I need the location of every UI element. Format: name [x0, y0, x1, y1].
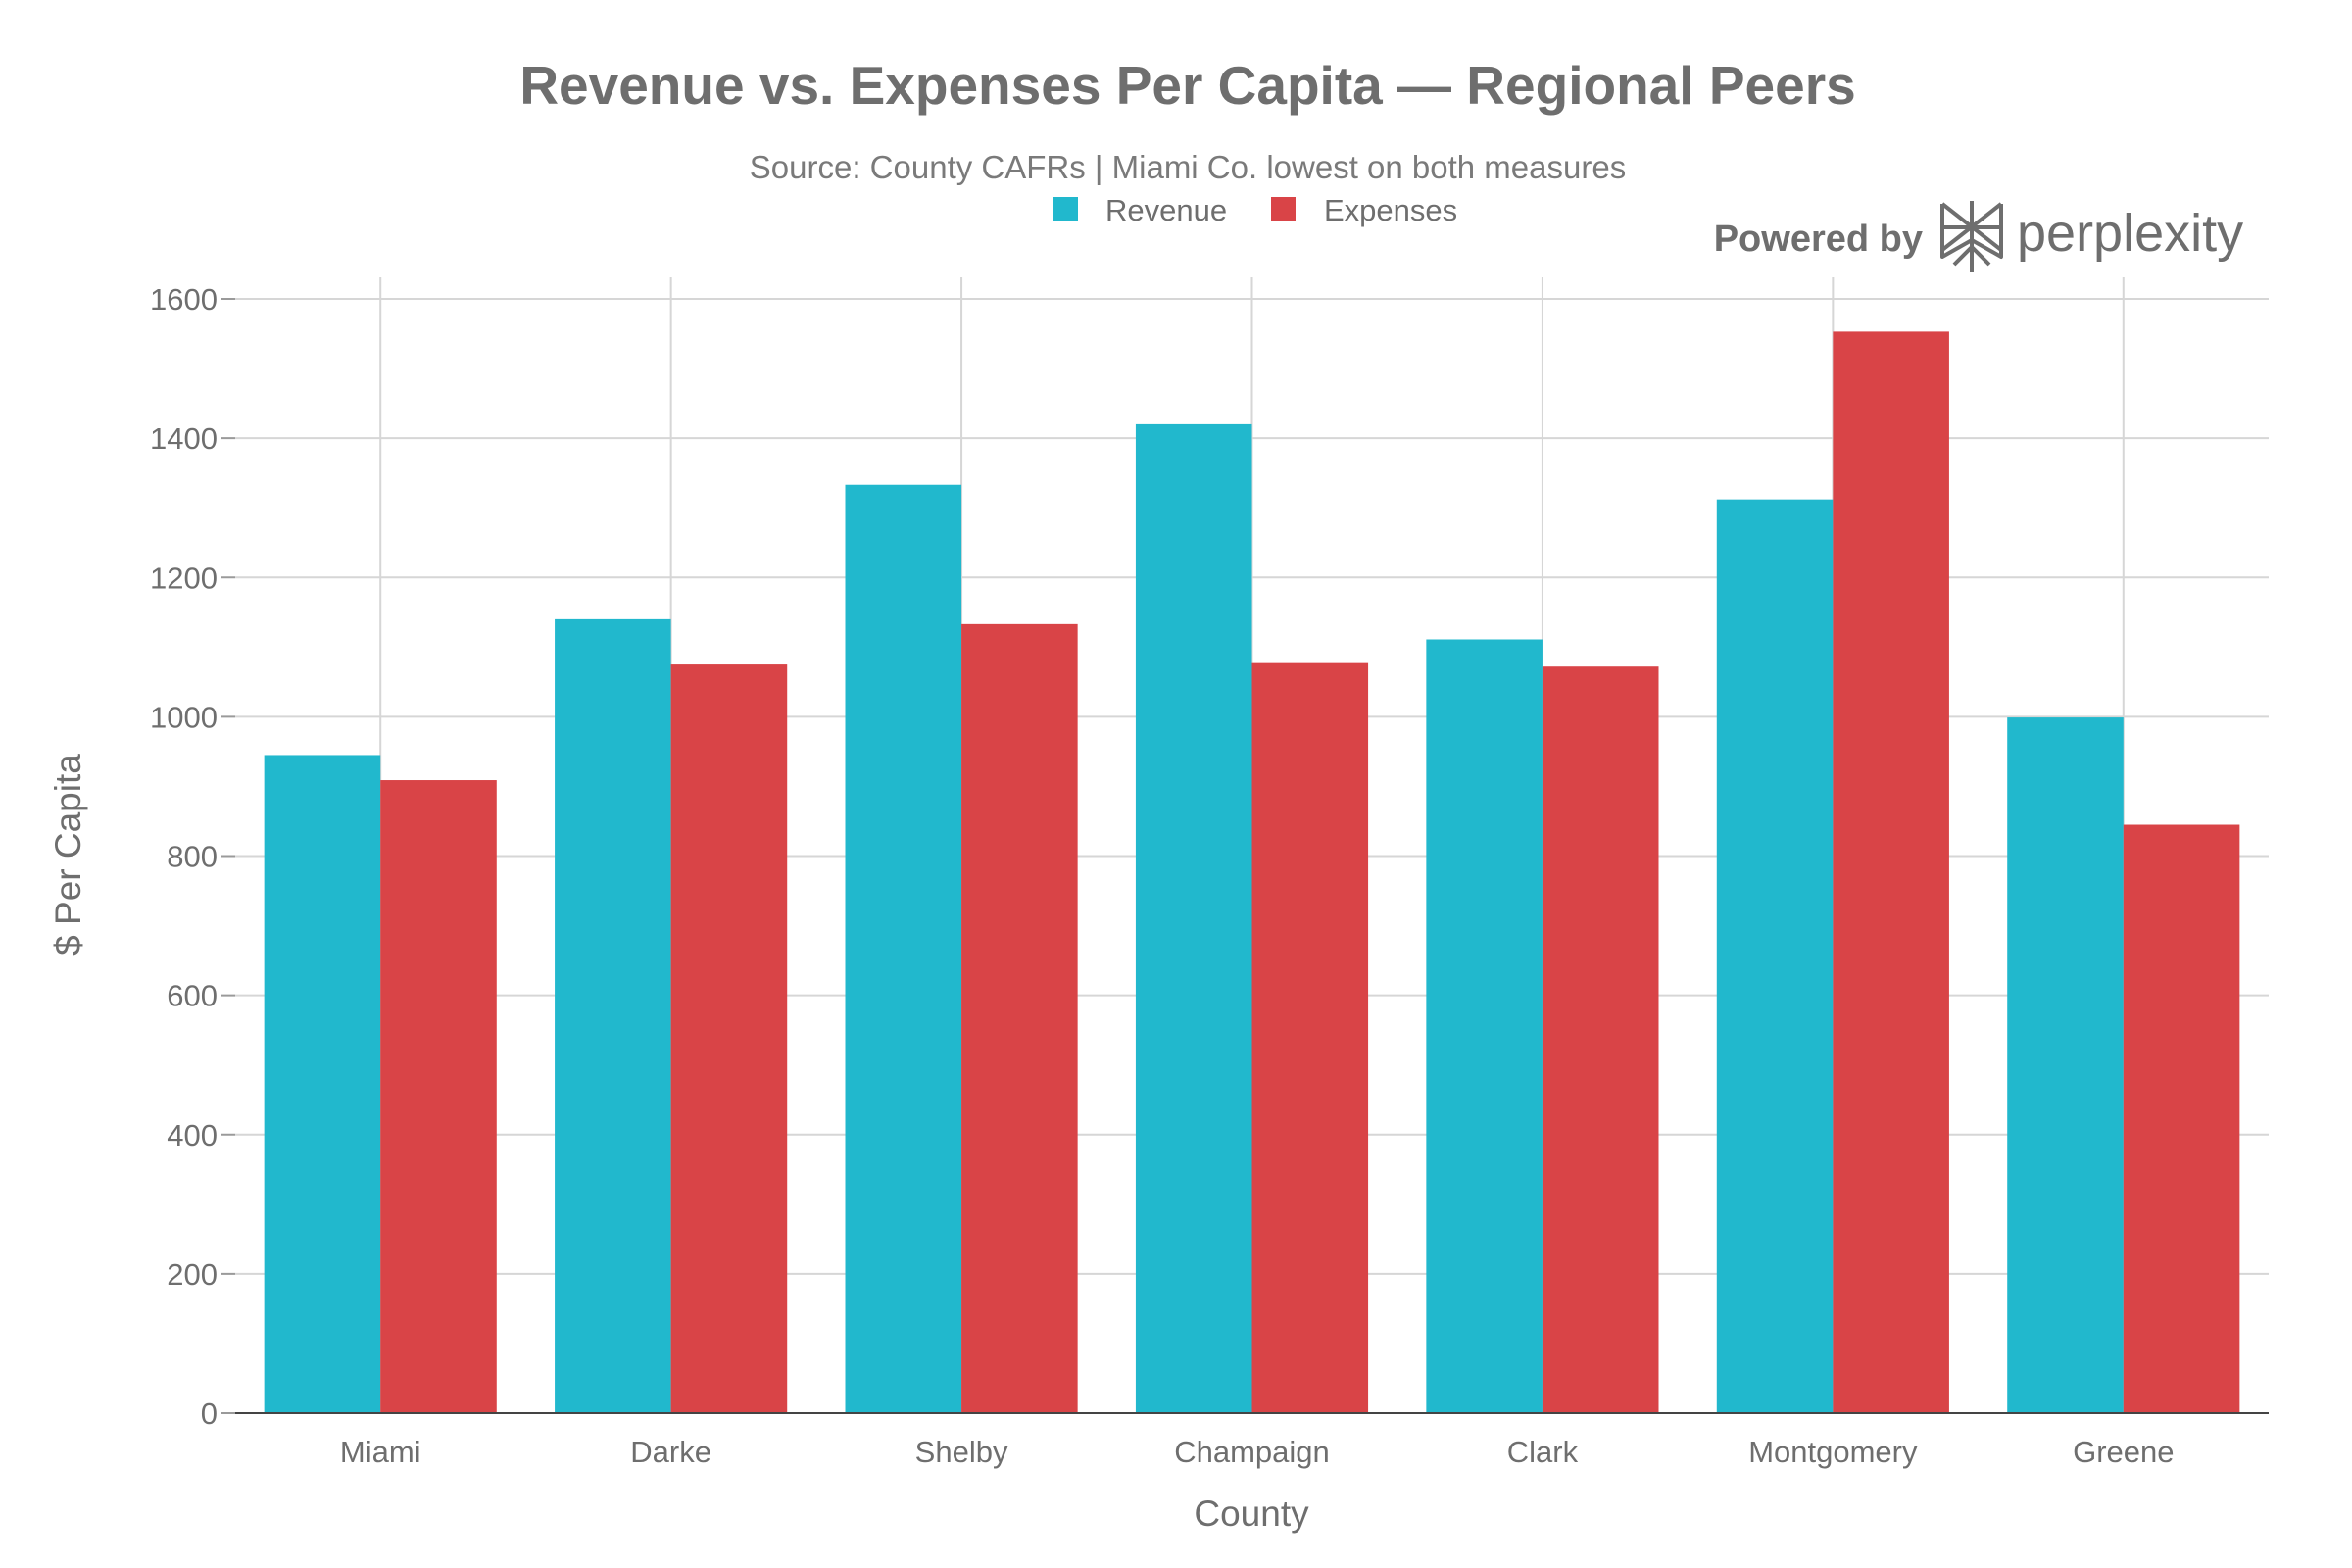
bar-expenses-shelby	[961, 623, 1078, 1413]
x-axis-title: County	[1194, 1494, 1309, 1534]
legend-label-expenses: Expenses	[1324, 193, 1457, 227]
x-tick-label-montgomery: Montgomery	[1748, 1435, 1918, 1469]
powered-by-label: Powered by	[1714, 219, 1923, 260]
x-tick-label-greene: Greene	[2073, 1435, 2174, 1469]
y-axis-title: $ Per Capita	[48, 754, 88, 956]
bar-expenses-greene	[2123, 824, 2240, 1413]
bar-revenue-miami	[264, 755, 381, 1413]
legend-label-revenue: Revenue	[1105, 193, 1227, 227]
y-axis-ticks: 0 200 400 600 800 1000 1200 1400 1600	[150, 282, 235, 1431]
bar-revenue-shelby	[845, 484, 962, 1413]
y-tick-label-400: 400	[167, 1118, 218, 1152]
bars	[264, 331, 2240, 1414]
legend-swatch-revenue	[1054, 197, 1078, 221]
bar-expenses-miami	[380, 780, 497, 1413]
x-tick-label-miami: Miami	[340, 1435, 421, 1469]
bar-expenses-montgomery	[1833, 331, 1949, 1413]
perplexity-wordmark: perplexity	[2017, 204, 2243, 263]
bar-expenses-darke	[670, 664, 788, 1413]
powered-by-perplexity: Powered by perplexity	[1714, 201, 2243, 272]
y-tick-label-1400: 1400	[150, 421, 218, 456]
x-axis-ticks: Miami Darke Shelby Champaign Clark Montgomery…	[340, 1435, 2175, 1469]
x-tick-label-shelby: Shelby	[915, 1435, 1008, 1469]
bar-revenue-champaign	[1135, 423, 1252, 1414]
y-tick-label-800: 800	[167, 840, 218, 874]
y-tick-label-1000: 1000	[150, 700, 218, 734]
legend: Revenue Expenses	[1054, 193, 1457, 227]
x-tick-label-champaign: Champaign	[1174, 1435, 1330, 1469]
chart-title: Revenue vs. Expenses Per Capita — Region…	[519, 55, 1855, 116]
y-tick-label-1200: 1200	[150, 561, 218, 595]
legend-swatch-expenses	[1271, 197, 1296, 221]
perplexity-logo-icon	[1940, 201, 2003, 272]
y-tick-label-1600: 1600	[150, 282, 218, 317]
bar-revenue-darke	[555, 618, 671, 1413]
chart-subtitle: Source: County CAFRs | Miami Co. lowest …	[750, 149, 1626, 185]
bar-expenses-champaign	[1251, 662, 1369, 1413]
x-tick-label-darke: Darke	[630, 1435, 711, 1469]
x-tick-label-clark: Clark	[1507, 1435, 1579, 1469]
y-tick-label-600: 600	[167, 979, 218, 1013]
bar-revenue-greene	[2007, 717, 2124, 1413]
bar-revenue-clark	[1426, 639, 1543, 1413]
bar-revenue-montgomery	[1716, 499, 1834, 1413]
y-tick-label-0: 0	[201, 1396, 218, 1431]
bar-expenses-clark	[1542, 666, 1659, 1413]
y-tick-label-200: 200	[167, 1257, 218, 1292]
